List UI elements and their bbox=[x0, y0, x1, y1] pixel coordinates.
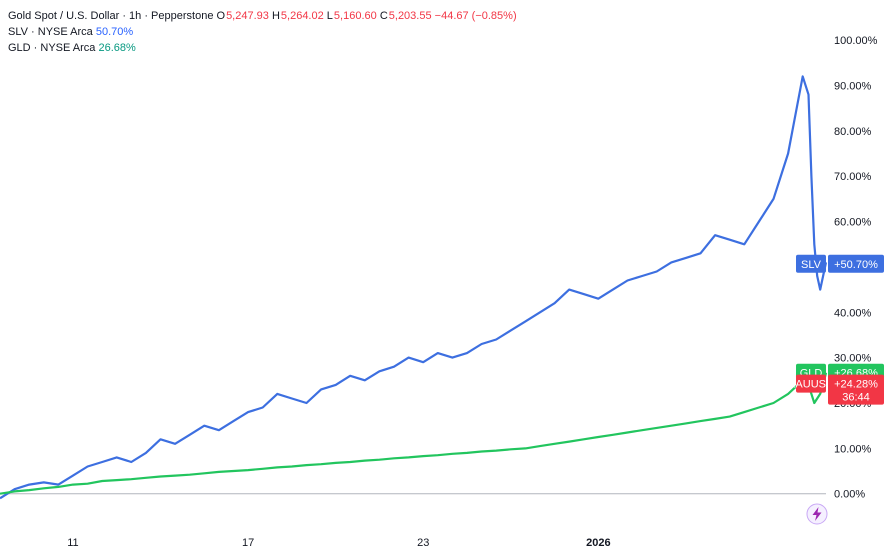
legend-gld-row[interactable]: GLD · NYSE Arca 26.68% bbox=[8, 40, 517, 56]
y-tick-label: 100.00% bbox=[834, 35, 878, 47]
series-line-slv bbox=[0, 75, 828, 500]
xauusd-badge-value-bg bbox=[828, 374, 884, 405]
series-layer bbox=[0, 75, 828, 500]
x-tick-label: 2026 bbox=[586, 537, 610, 549]
y-tick-label: 30.00% bbox=[834, 353, 872, 365]
tradingview-bolt-icon[interactable] bbox=[806, 503, 828, 525]
ohlc-open-label: O bbox=[216, 10, 226, 22]
gld-legend-value: 26.68% bbox=[98, 42, 136, 54]
series-line-gld bbox=[0, 372, 828, 495]
ohlc-change: −44.67 (−0.85%) bbox=[434, 10, 517, 22]
legend-slv-row[interactable]: SLV · NYSE Arca 50.70% bbox=[8, 24, 517, 40]
xauusd-badge-countdown: 36:44 bbox=[842, 392, 870, 404]
xauusd-badge-symbol-bg bbox=[796, 374, 826, 393]
x-tick-label: 23 bbox=[417, 537, 429, 549]
slv-legend-value: 50.70% bbox=[95, 26, 134, 38]
y-tick-label: 0.00% bbox=[834, 489, 865, 501]
legend-main-row[interactable]: Gold Spot / U.S. Dollar · 1h · Peppersto… bbox=[8, 8, 517, 24]
slv-badge-symbol-bg bbox=[796, 254, 826, 273]
y-tick-label: 80.00% bbox=[834, 126, 872, 138]
x-tick-label: 17 bbox=[242, 537, 254, 549]
slv-badge-value: +50.70% bbox=[834, 259, 878, 271]
ohlc-close: 5,203.55 bbox=[388, 10, 432, 22]
x-tick-label: 11 bbox=[67, 537, 78, 549]
y-tick-label: 70.00% bbox=[834, 171, 872, 183]
ohlc-low-label: L bbox=[326, 10, 333, 22]
slv-badge-symbol: SLV bbox=[801, 259, 822, 271]
price-badges: SLV +50.70%GLD +26.68%XAUUSD +24.28%36:44 bbox=[788, 254, 884, 405]
ohlc-close-label: C bbox=[379, 10, 388, 22]
ohlc-high-label: H bbox=[271, 10, 280, 22]
xauusd-badge-symbol: XAUUSD bbox=[788, 379, 834, 391]
ohlc-open: 5,247.93 bbox=[226, 10, 269, 22]
xauusd-badge-value: +24.28% bbox=[834, 379, 878, 391]
y-tick-label: 90.00% bbox=[834, 81, 872, 93]
gld-symbol-name: GLD · NYSE Arca bbox=[8, 42, 96, 54]
y-tick-label: 60.00% bbox=[834, 217, 872, 229]
slv-symbol-name: SLV · NYSE Arca bbox=[8, 26, 93, 38]
ohlc-low: 5,160.60 bbox=[333, 10, 377, 22]
slv-badge-value-bg bbox=[828, 254, 884, 273]
x-axis[interactable]: 11 17 23 2026 bbox=[67, 537, 610, 549]
y-tick-label: 40.00% bbox=[834, 307, 872, 319]
chart-legend: Gold Spot / U.S. Dollar · 1h · Peppersto… bbox=[8, 8, 517, 56]
y-tick-label: 10.00% bbox=[834, 443, 872, 455]
ohlc-high: 5,264.02 bbox=[280, 10, 324, 22]
main-symbol-name: Gold Spot / U.S. Dollar · 1h · Peppersto… bbox=[8, 10, 214, 22]
